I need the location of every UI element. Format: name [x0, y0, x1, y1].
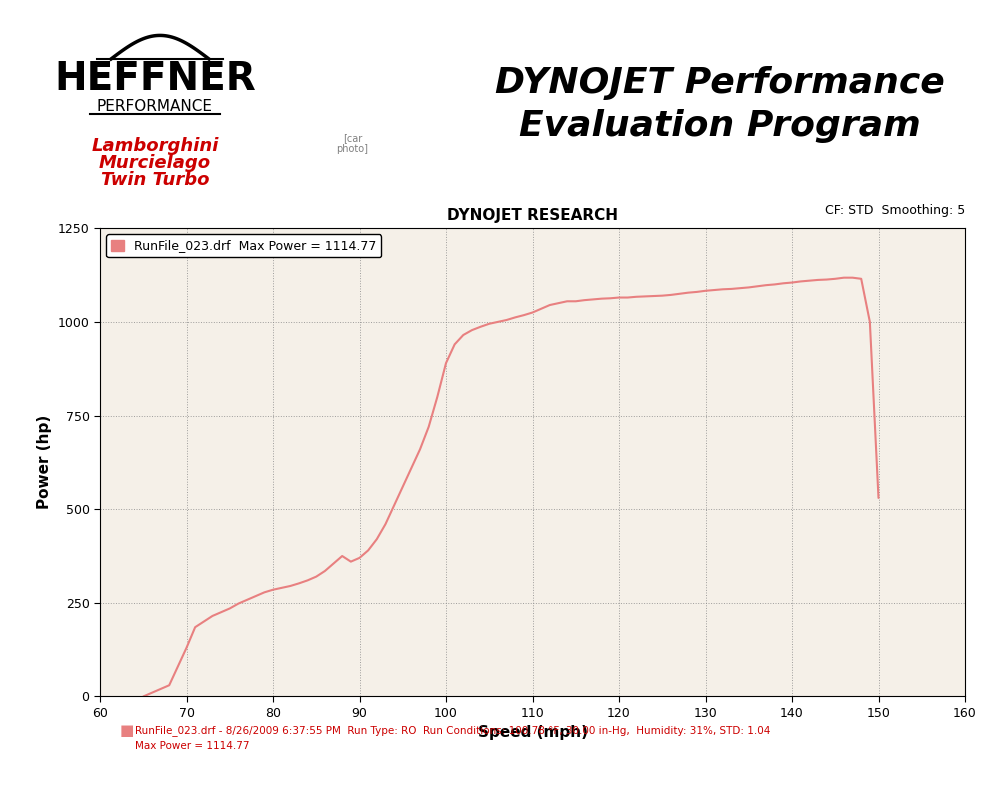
Text: Max Power = 1114.77: Max Power = 1114.77 — [135, 741, 250, 751]
Text: Murcielago: Murcielago — [99, 154, 211, 172]
Text: HEFFNER: HEFFNER — [54, 60, 256, 98]
Text: [car
photo]: [car photo] — [336, 133, 368, 154]
Text: ■: ■ — [120, 722, 134, 738]
Text: Lamborghini: Lamborghini — [91, 137, 219, 154]
Text: CF: STD  Smoothing: 5: CF: STD Smoothing: 5 — [825, 204, 965, 216]
Text: DYNOJET Performance: DYNOJET Performance — [495, 65, 945, 100]
Text: RunFile_023.drf - 8/26/2009 6:37:55 PM  Run Type: RO  Run Conditions: 100.78 °F,: RunFile_023.drf - 8/26/2009 6:37:55 PM R… — [135, 725, 770, 736]
Text: Twin Turbo: Twin Turbo — [101, 172, 209, 189]
Legend: RunFile_023.drf  Max Power = 1114.77: RunFile_023.drf Max Power = 1114.77 — [106, 235, 381, 257]
Y-axis label: Power (hp): Power (hp) — [37, 416, 52, 509]
X-axis label: Speed (mph): Speed (mph) — [478, 726, 588, 741]
Text: PERFORMANCE: PERFORMANCE — [97, 98, 213, 114]
Title: DYNOJET RESEARCH: DYNOJET RESEARCH — [447, 208, 618, 223]
Text: Evaluation Program: Evaluation Program — [519, 109, 921, 143]
